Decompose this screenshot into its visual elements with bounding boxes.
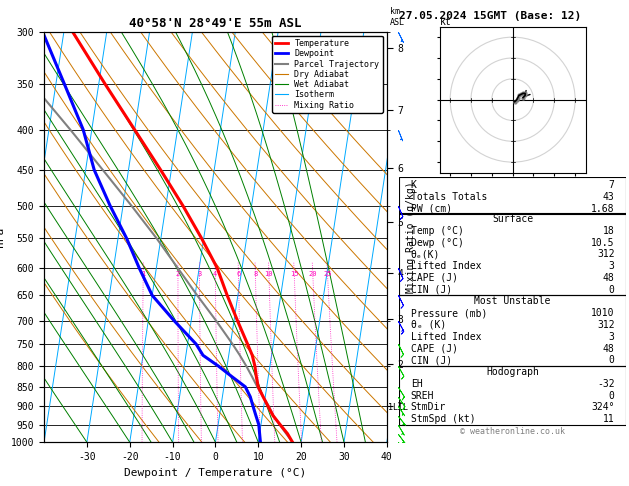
Y-axis label: hPa: hPa — [0, 227, 5, 247]
Text: 27.05.2024 15GMT (Base: 12): 27.05.2024 15GMT (Base: 12) — [399, 11, 582, 21]
Text: K: K — [411, 180, 416, 190]
X-axis label: Dewpoint / Temperature (°C): Dewpoint / Temperature (°C) — [125, 468, 306, 478]
Text: 15: 15 — [290, 271, 299, 277]
Text: 43: 43 — [603, 192, 615, 202]
Text: 7: 7 — [609, 180, 615, 190]
Text: 11: 11 — [603, 414, 615, 424]
Text: 1LCL: 1LCL — [388, 402, 408, 412]
Text: Surface: Surface — [492, 214, 533, 224]
Text: θₑ(K): θₑ(K) — [411, 249, 440, 260]
Text: Most Unstable: Most Unstable — [474, 296, 551, 307]
Text: -32: -32 — [597, 379, 615, 389]
Text: 3: 3 — [609, 332, 615, 342]
Text: 3: 3 — [198, 271, 202, 277]
Text: Lifted Index: Lifted Index — [411, 332, 481, 342]
Text: 0: 0 — [609, 391, 615, 400]
Text: 324°: 324° — [591, 402, 615, 413]
Text: kt: kt — [440, 17, 452, 27]
Y-axis label: Mixing Ratio (g/kg): Mixing Ratio (g/kg) — [406, 181, 416, 293]
Text: km
ASL: km ASL — [390, 7, 405, 27]
Text: 2: 2 — [176, 271, 180, 277]
Text: 18: 18 — [603, 226, 615, 236]
Text: CAPE (J): CAPE (J) — [411, 273, 458, 283]
Text: 48: 48 — [603, 344, 615, 353]
Text: 0: 0 — [609, 285, 615, 295]
Text: Temp (°C): Temp (°C) — [411, 226, 464, 236]
Text: 10.5: 10.5 — [591, 238, 615, 247]
Text: SREH: SREH — [411, 391, 434, 400]
Text: PW (cm): PW (cm) — [411, 204, 452, 213]
Text: CAPE (J): CAPE (J) — [411, 344, 458, 353]
Text: 1.68: 1.68 — [591, 204, 615, 213]
Text: Hodograph: Hodograph — [486, 367, 539, 377]
Text: Pressure (mb): Pressure (mb) — [411, 308, 487, 318]
Text: 10: 10 — [265, 271, 273, 277]
Text: 3: 3 — [609, 261, 615, 271]
Text: Totals Totals: Totals Totals — [411, 192, 487, 202]
Text: StmSpd (kt): StmSpd (kt) — [411, 414, 476, 424]
Text: 312: 312 — [597, 320, 615, 330]
Text: 48: 48 — [603, 273, 615, 283]
Text: 6: 6 — [237, 271, 240, 277]
Title: 40°58'N 28°49'E 55m ASL: 40°58'N 28°49'E 55m ASL — [129, 17, 302, 31]
Text: CIN (J): CIN (J) — [411, 285, 452, 295]
Text: 312: 312 — [597, 249, 615, 260]
Text: θₑ (K): θₑ (K) — [411, 320, 446, 330]
Text: Lifted Index: Lifted Index — [411, 261, 481, 271]
Text: CIN (J): CIN (J) — [411, 355, 452, 365]
Text: 25: 25 — [323, 271, 331, 277]
Legend: Temperature, Dewpoint, Parcel Trajectory, Dry Adiabat, Wet Adiabat, Isotherm, Mi: Temperature, Dewpoint, Parcel Trajectory… — [272, 36, 382, 113]
Text: 0: 0 — [609, 355, 615, 365]
Text: 20: 20 — [309, 271, 317, 277]
Text: 1: 1 — [141, 271, 145, 277]
Text: Dewp (°C): Dewp (°C) — [411, 238, 464, 247]
Text: 4: 4 — [213, 271, 218, 277]
Text: 8: 8 — [253, 271, 257, 277]
Text: EH: EH — [411, 379, 423, 389]
Text: © weatheronline.co.uk: © weatheronline.co.uk — [460, 427, 565, 436]
Text: StmDir: StmDir — [411, 402, 446, 413]
Text: 1010: 1010 — [591, 308, 615, 318]
